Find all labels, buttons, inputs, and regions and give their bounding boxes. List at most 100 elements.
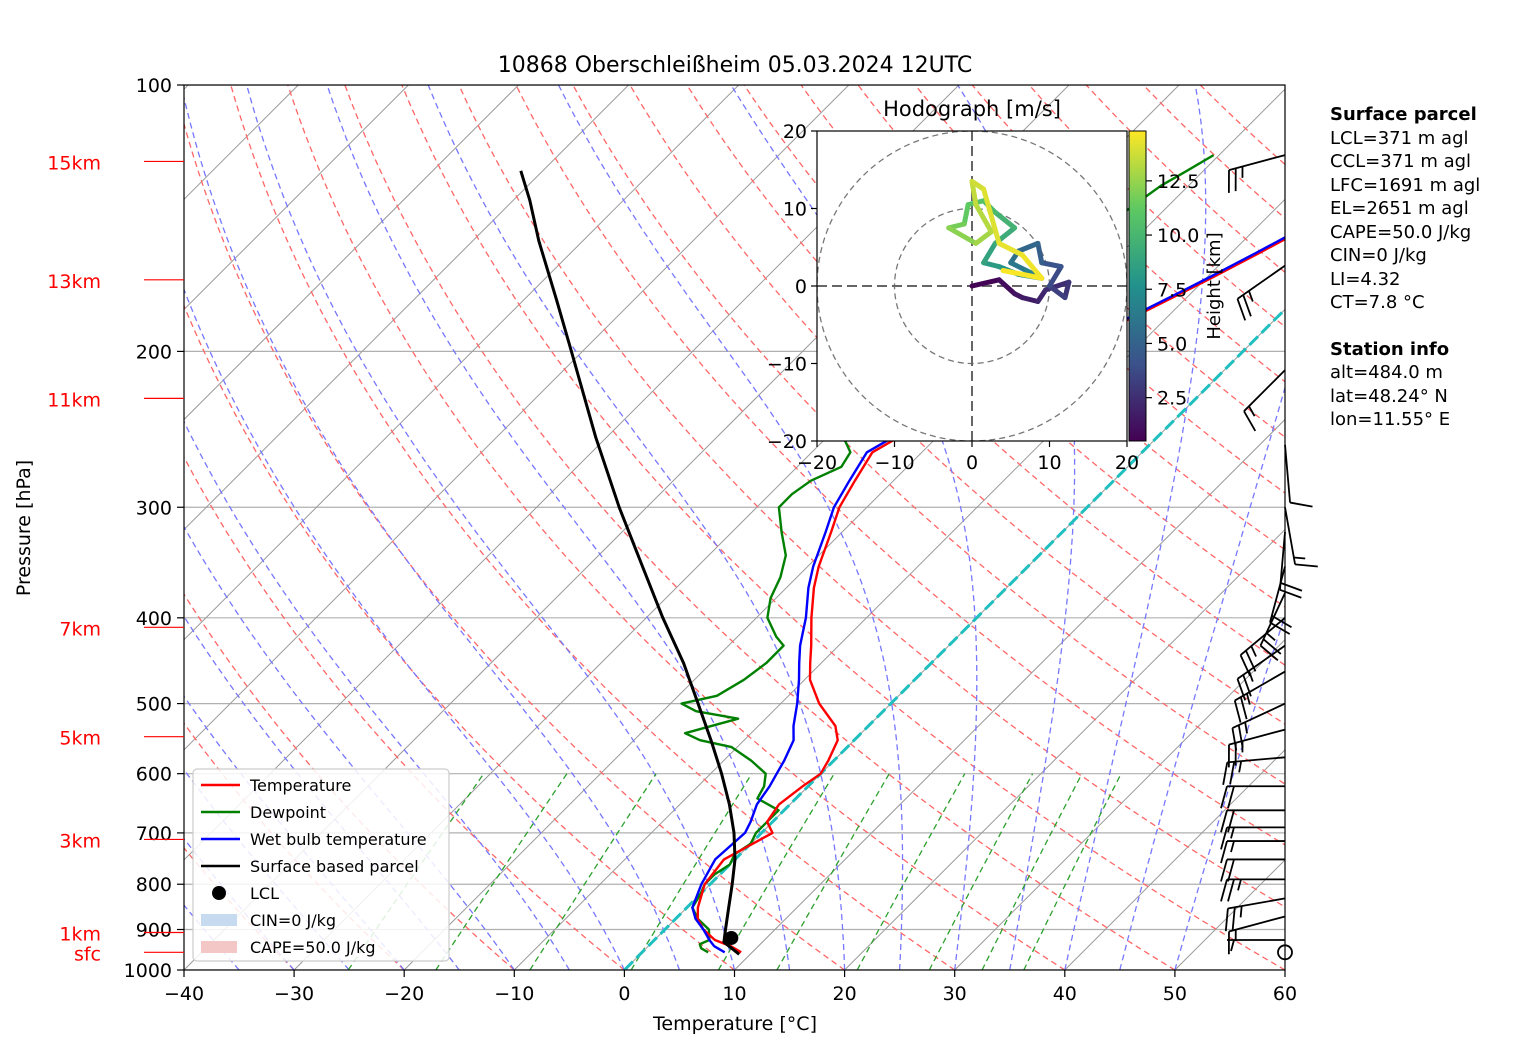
y-axis-label: Pressure [hPa] (13, 460, 35, 596)
wind-barb-flag (1227, 879, 1235, 902)
wind-barb-staff (1243, 369, 1286, 412)
x-tick-label: 60 (1273, 983, 1297, 1005)
wind-barb-flag (1293, 556, 1306, 560)
hodograph-trace (946, 178, 1072, 304)
x-axis-ticks: −40 −30 −20 −10 0 10 20 30 40 50 60 (164, 970, 1297, 1005)
wind-barb-flag (1238, 760, 1243, 773)
zero-isotherm (623, 307, 1285, 970)
mixing-ratio-line (630, 773, 753, 970)
colorbar-ticks: 2.5 5.0 7.5 10.0 12.5 (1146, 171, 1199, 410)
x-tick-label: 20 (833, 983, 857, 1005)
wind-barb-flag (1236, 678, 1247, 701)
wind-barb-flag (1271, 614, 1292, 629)
hodograph: −20 −10 0 10 20 −20 −10 0 10 20 Hodograph [m/s] 2… (767, 97, 1225, 474)
y-tick-label: 100 (136, 75, 172, 97)
colorbar-tick-label: 10.0 (1157, 225, 1199, 247)
wind-barb-flag (1243, 410, 1257, 432)
wind-barb-flag (1248, 405, 1256, 417)
wind-barb-staff (1284, 444, 1291, 503)
wind-barb-flag (1239, 905, 1243, 918)
moist-adiabat-line (184, 420, 570, 970)
wind-barb-staff (1236, 264, 1286, 300)
wind-barb-flag (1230, 840, 1235, 853)
hodograph-segment (1047, 283, 1068, 301)
isotherm-line (954, 638, 1285, 970)
y-tick-label: 1000 (124, 960, 172, 982)
hodograph-x-tick-label: −10 (874, 452, 914, 474)
wind-barb-flag (1294, 563, 1318, 568)
wind-barb-flag (1269, 621, 1291, 635)
legend-label: Temperature (249, 776, 351, 795)
hodograph-segment (996, 240, 1025, 258)
y-tick-label: 500 (136, 694, 172, 716)
mixing-ratio-line (981, 773, 1083, 970)
y-tick-label: 400 (136, 608, 172, 630)
dry-adiabat-line (230, 85, 956, 970)
legend-swatch (201, 914, 237, 926)
legend: Temperature Dewpoint Wet bulb temperature S… (192, 768, 450, 962)
wind-barb-flag (1237, 724, 1244, 748)
wind-barb-staff (1239, 617, 1286, 656)
hodograph-segment (1039, 260, 1064, 270)
hodograph-segment (1047, 264, 1064, 289)
info-line: lat=48.24° N (1330, 385, 1448, 407)
info-line: LFC=1691 m agl (1330, 174, 1481, 196)
wind-barb-staff (1284, 507, 1296, 565)
isotherm-line (184, 85, 519, 421)
moist-adiabat-line (184, 904, 240, 970)
hodograph-segment (996, 277, 1018, 297)
hodograph-segment (1008, 260, 1029, 273)
moist-adiabat-line (184, 287, 625, 970)
height-label: sfc (74, 943, 101, 965)
wind-barb-flag (1220, 859, 1228, 882)
dry-adiabat-line (184, 121, 845, 970)
isotherm-line (184, 85, 409, 311)
isotherm-line (184, 85, 629, 531)
moist-adiabat-line (1119, 385, 1285, 970)
info-line: LCL=371 m agl (1330, 127, 1469, 149)
hodograph-x-tick-label: −20 (797, 452, 837, 474)
hodograph-x-tick-label: 20 (1115, 452, 1139, 474)
wind-barb-flag (1280, 582, 1303, 592)
wind-barb-flag (1231, 727, 1238, 751)
hodograph-segment (992, 209, 1018, 231)
x-tick-label: −20 (384, 983, 424, 1005)
height-label: 5km (59, 728, 101, 750)
wind-barb-flag (1229, 761, 1236, 785)
mixing-ratio-line (776, 773, 890, 970)
wind-barb-flag (1239, 696, 1248, 720)
wind-barb-staff (1232, 702, 1286, 729)
wind-barb-staff (1279, 531, 1286, 590)
x-axis-label: Temperature [°C] (652, 1013, 817, 1035)
station-info-header: Station info (1330, 338, 1450, 360)
dry-adiabat-line (287, 85, 1066, 970)
wind-barb-flag (1242, 674, 1252, 697)
wind-barb-flag (1224, 908, 1229, 932)
legend-swatch (212, 886, 226, 900)
wind-barb-flag (1262, 638, 1282, 655)
x-tick-label: −10 (494, 983, 534, 1005)
hodograph-segment (973, 229, 994, 246)
mixing-ratio-line (856, 773, 966, 970)
colorbar-tick-label: 2.5 (1157, 388, 1187, 410)
moist-adiabat-line (184, 695, 405, 970)
x-tick-label: 30 (943, 983, 967, 1005)
mixing-ratio-line (435, 773, 568, 970)
info-panel: Surface parcel LCL=371 m agl CCL=371 m ag… (1330, 103, 1480, 432)
wind-barb-flag (1230, 939, 1235, 952)
height-label: 11km (47, 389, 101, 411)
wind-barb-staff (1269, 566, 1286, 623)
wind-barb-flag (1220, 879, 1228, 902)
zero-degree-isotherm (623, 307, 1285, 970)
legend-swatch (201, 941, 237, 953)
dry-adiabat-line (184, 455, 625, 970)
wind-barb-staff (1227, 897, 1286, 910)
colorbar-tick-label: 7.5 (1157, 279, 1187, 301)
wind-barb-flag (1222, 762, 1229, 785)
height-label: 3km (59, 830, 101, 852)
hodograph-y-tick-label: 10 (783, 199, 807, 221)
info-line: EL=2651 m agl (1330, 198, 1469, 219)
wind-barb-staff (1259, 592, 1286, 646)
